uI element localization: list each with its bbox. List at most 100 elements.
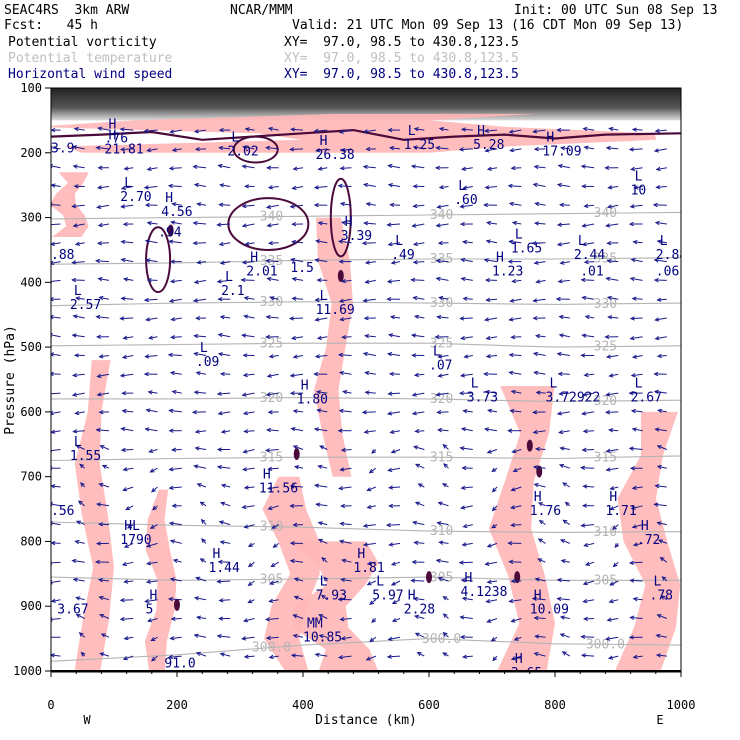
wind-arrowhead bbox=[339, 201, 345, 207]
wind-arrowhead bbox=[508, 317, 514, 322]
wind-arrowhead bbox=[608, 599, 614, 604]
wind-arrowhead bbox=[72, 314, 78, 319]
wind-vector bbox=[632, 128, 643, 131]
wind-vector bbox=[390, 204, 401, 206]
wind-vector bbox=[609, 127, 619, 131]
wind-vector bbox=[292, 278, 304, 281]
wind-arrowhead bbox=[96, 334, 102, 340]
wind-vector bbox=[608, 316, 619, 319]
extremum-marker: H bbox=[609, 490, 617, 505]
extremum-value: 1790 bbox=[120, 533, 151, 548]
extremum-marker: H bbox=[534, 490, 542, 505]
wind-vector bbox=[461, 579, 473, 582]
wind-arrowhead bbox=[583, 145, 589, 150]
wind-arrowhead bbox=[338, 370, 344, 376]
wind-vector bbox=[461, 258, 473, 263]
wind-arrowhead bbox=[410, 164, 416, 169]
wind-arrowhead bbox=[342, 390, 348, 395]
pv-contour-closed bbox=[329, 177, 352, 258]
wind-arrowhead bbox=[438, 184, 444, 190]
wind-vector bbox=[369, 599, 377, 605]
wind-arrowhead bbox=[605, 145, 611, 151]
wind-arrowhead bbox=[535, 333, 541, 339]
wind-vector bbox=[123, 467, 134, 471]
wind-vector bbox=[340, 317, 352, 321]
wind-vector bbox=[364, 222, 376, 225]
wind-vector bbox=[314, 186, 328, 189]
extremum-marker: H bbox=[534, 589, 542, 604]
wind-arrowhead bbox=[442, 631, 448, 637]
wind-vector bbox=[121, 297, 134, 300]
wind-vector bbox=[654, 390, 667, 394]
wind-vector bbox=[268, 127, 279, 131]
wind-vector bbox=[485, 186, 498, 189]
wind-vector bbox=[415, 430, 425, 432]
wind-vector bbox=[436, 147, 449, 150]
wind-arrowhead bbox=[288, 316, 294, 321]
wind-arrowhead bbox=[315, 502, 321, 507]
wind-arrowhead bbox=[583, 542, 589, 547]
wind-arrowhead bbox=[369, 637, 375, 643]
wind-arrowhead bbox=[413, 614, 420, 619]
wind-vector bbox=[438, 373, 449, 377]
wind-vector bbox=[51, 223, 61, 226]
wind-arrowhead bbox=[123, 635, 129, 641]
wind-vector bbox=[73, 373, 85, 376]
wind-arrowhead bbox=[388, 542, 394, 547]
wind-arrowhead bbox=[51, 410, 54, 416]
wind-vector bbox=[463, 655, 473, 658]
wind-arrowhead bbox=[537, 502, 544, 507]
wind-arrowhead bbox=[339, 467, 345, 472]
wind-vector bbox=[268, 505, 279, 510]
wind-vector bbox=[391, 580, 401, 586]
wind-arrowhead bbox=[410, 578, 416, 583]
theta-label: 315 bbox=[430, 450, 453, 465]
wind-vector bbox=[291, 128, 304, 131]
wind-arrowhead bbox=[661, 576, 667, 581]
wind-vector bbox=[339, 371, 352, 375]
wind-arrowhead bbox=[338, 259, 344, 264]
wind-arrowhead bbox=[654, 128, 660, 133]
wind-arrowhead bbox=[365, 202, 371, 207]
wind-arrowhead bbox=[216, 634, 222, 639]
extremum-value: 10.09 bbox=[530, 603, 569, 618]
wind-vector bbox=[78, 500, 86, 507]
wind-arrowhead bbox=[242, 145, 248, 150]
wind-arrowhead bbox=[323, 576, 329, 582]
wind-arrowhead bbox=[193, 129, 199, 134]
wind-arrowhead bbox=[631, 485, 637, 491]
wind-arrowhead bbox=[388, 371, 394, 377]
wind-vector bbox=[51, 449, 61, 452]
wind-arrowhead bbox=[654, 335, 660, 341]
wind-arrowhead bbox=[96, 392, 102, 397]
wind-vector bbox=[412, 334, 425, 338]
wind-vector bbox=[654, 503, 667, 507]
extremum-value: 4.1238 bbox=[461, 585, 508, 600]
wind-vector bbox=[147, 561, 158, 565]
wind-arrowhead bbox=[80, 651, 86, 657]
wind-vector bbox=[487, 222, 498, 225]
wind-vector bbox=[51, 204, 61, 206]
wind-arrowhead bbox=[386, 654, 392, 659]
wind-vector bbox=[510, 505, 522, 509]
wind-vector bbox=[268, 186, 279, 189]
extremum-value: .94 bbox=[158, 226, 182, 241]
wind-arrowhead bbox=[582, 392, 588, 397]
wind-arrowhead bbox=[241, 260, 247, 265]
wind-arrowhead bbox=[270, 562, 276, 568]
wind-arrowhead bbox=[389, 145, 395, 151]
wind-vector bbox=[533, 352, 546, 356]
wind-vector bbox=[511, 655, 522, 660]
wind-vector bbox=[51, 392, 61, 395]
wind-vector bbox=[96, 147, 110, 150]
wind-arrowhead bbox=[582, 581, 588, 586]
wind-vector bbox=[582, 449, 595, 451]
wind-vector bbox=[388, 411, 401, 415]
wind-vector bbox=[98, 242, 110, 244]
wind-arrowhead bbox=[559, 146, 566, 151]
wind-vector bbox=[657, 465, 667, 469]
wind-vector bbox=[459, 148, 473, 151]
wind-vector bbox=[509, 561, 522, 563]
wind-vector bbox=[168, 185, 182, 187]
extremum-marker: L bbox=[74, 284, 82, 299]
